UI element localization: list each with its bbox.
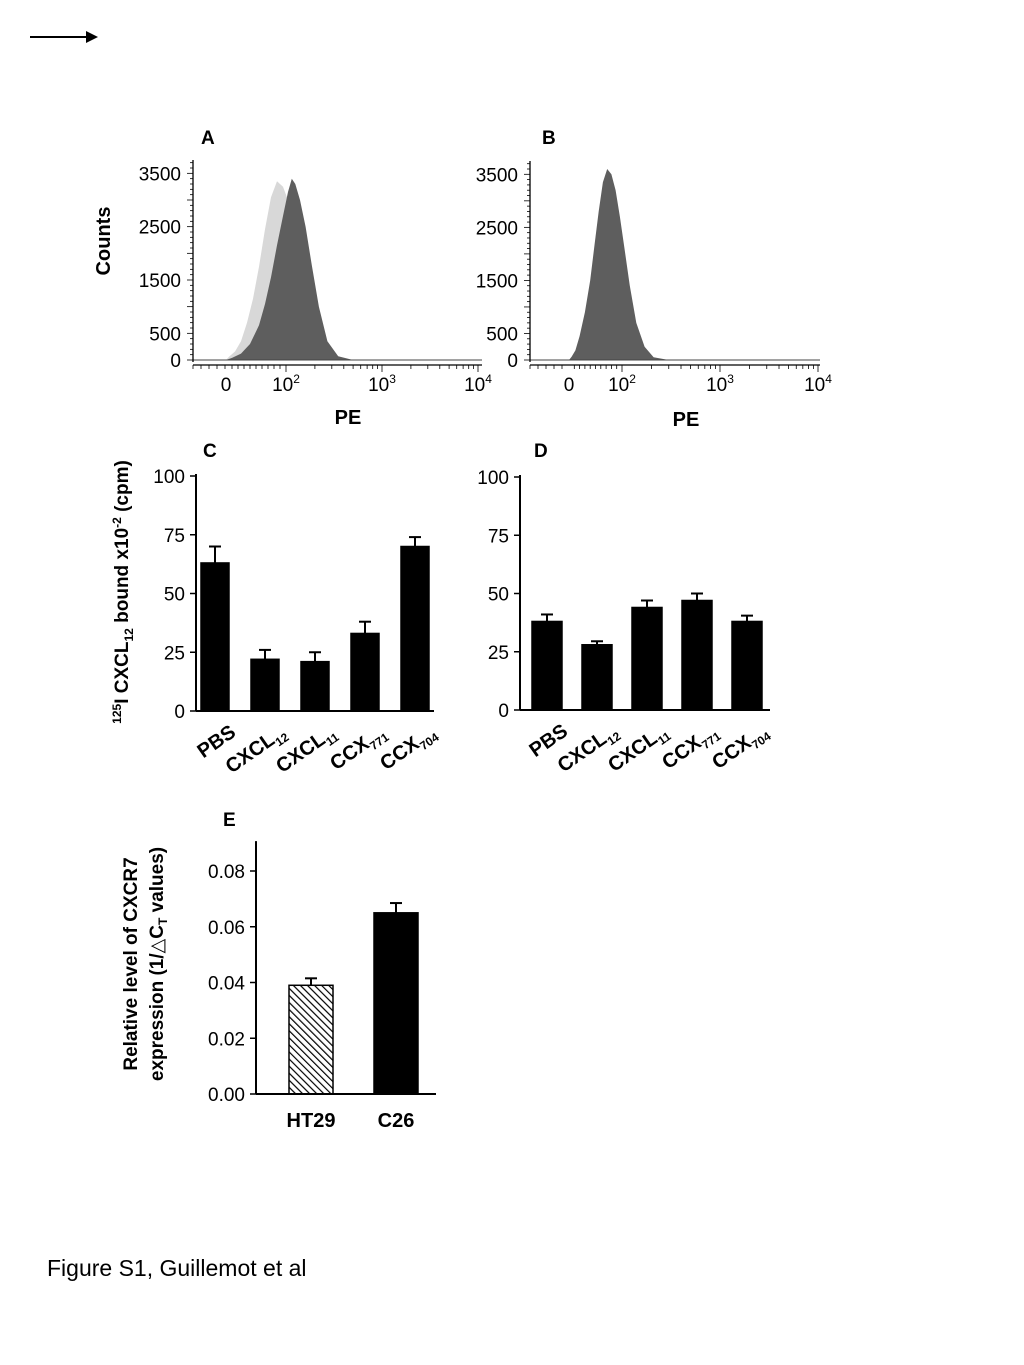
panelD-y-tick-label: 25 bbox=[488, 643, 509, 664]
panelC-category-label: CCX704 bbox=[376, 721, 442, 777]
panelD-bar bbox=[681, 599, 713, 711]
panelE-category-label: C26 bbox=[378, 1110, 415, 1132]
panelA-y-tick-label: 500 bbox=[149, 324, 181, 345]
panelE-y-tick-label: 0.06 bbox=[208, 918, 245, 939]
panel-a-histogram: A Counts PE 3500 2500 1500 500 0 0 102 103 104 bbox=[93, 128, 492, 429]
panelB-y-tick-label: 2500 bbox=[476, 218, 518, 239]
panelE-y-tick-label: 0.08 bbox=[208, 862, 245, 883]
panel-a-y-axis-label: Counts bbox=[93, 207, 115, 276]
panelC-y-tick-label: 0 bbox=[174, 702, 185, 723]
panelA-x-tick-label: 103 bbox=[368, 372, 396, 396]
panelD-y-tick-label: 0 bbox=[498, 701, 509, 722]
panel-e-bar-chart: E Relative level of CXCR7 expression (1/… bbox=[121, 810, 436, 1132]
panel-a-x-axis-label: PE bbox=[335, 407, 362, 429]
panelB-y-tick-label: 1500 bbox=[476, 271, 518, 292]
panel-a-letter: A bbox=[201, 128, 215, 149]
panelE-bar bbox=[288, 984, 334, 1095]
figure-caption: Figure S1, Guillemot et al bbox=[47, 1255, 307, 1281]
panelD-bar bbox=[631, 606, 663, 711]
panelE-bar bbox=[373, 912, 419, 1095]
panelA-series-1-area bbox=[226, 178, 354, 360]
panelC-y-tick-label: 25 bbox=[164, 643, 185, 664]
panelB-x-tick-label: 104 bbox=[804, 372, 832, 396]
panelC-bar bbox=[400, 545, 430, 712]
panelA-x-tick-label: 0 bbox=[221, 375, 232, 396]
panelD-y-tick-label: 75 bbox=[488, 526, 509, 547]
panelB-x-tick-label: 102 bbox=[608, 372, 636, 396]
panelD-bar bbox=[531, 620, 563, 711]
panel-c-letter: C bbox=[203, 441, 217, 462]
panelA-x-tick-label: 102 bbox=[272, 372, 300, 396]
panelA-x-tick-label: 104 bbox=[464, 372, 492, 396]
panelB-y-tick-label: 500 bbox=[486, 324, 518, 345]
panel-e-y-label-line1: Relative level of CXCR7 bbox=[121, 857, 142, 1070]
panelC-bar bbox=[250, 658, 280, 712]
panelC-bar bbox=[350, 632, 380, 712]
panelC-category-label: CCX771 bbox=[326, 721, 392, 777]
panelC-y-tick-label: 50 bbox=[164, 585, 185, 606]
panelB-series-0-area bbox=[569, 169, 669, 360]
panelE-y-tick-label: 0.04 bbox=[208, 974, 245, 995]
panelD-category-label: CCX771 bbox=[658, 720, 724, 776]
panel-e-y-axis-label: Relative level of CXCR7 expression (1/△C… bbox=[121, 847, 170, 1081]
panelC-y-tick-label: 100 bbox=[153, 467, 185, 488]
panel-b-letter: B bbox=[542, 128, 556, 149]
panelB-x-tick-label: 0 bbox=[564, 375, 575, 396]
panelD-y-tick-label: 100 bbox=[477, 468, 509, 489]
panelD-bar bbox=[731, 620, 763, 711]
panelE-y-tick-label: 0.00 bbox=[208, 1085, 245, 1106]
panelC-bar bbox=[200, 562, 230, 712]
panel-e-letter: E bbox=[223, 810, 236, 831]
panelA-y-tick-label: 1500 bbox=[139, 271, 181, 292]
panel-c-bar-chart: C 125I CXCL12 bound x10-2 (cpm) 100 75 50 2… bbox=[110, 441, 442, 778]
panelA-y-tick-label: 2500 bbox=[139, 218, 181, 239]
panelE-y-tick-label: 0.02 bbox=[208, 1029, 245, 1050]
panel-e-y-label-line2: expression (1/△CT values) bbox=[146, 847, 170, 1081]
arrow-icon bbox=[30, 31, 98, 43]
panelA-y-tick-label: 0 bbox=[170, 351, 181, 372]
panelD-bar bbox=[581, 644, 613, 711]
panelB-y-tick-label: 3500 bbox=[476, 165, 518, 186]
panelD-category-label: CCX704 bbox=[708, 720, 774, 776]
panelE-category-label: HT29 bbox=[287, 1110, 336, 1132]
panelC-y-tick-label: 75 bbox=[164, 526, 185, 547]
panelB-y-tick-label: 0 bbox=[507, 351, 518, 372]
panelD-y-tick-label: 50 bbox=[488, 585, 509, 606]
svg-text:125I CXCL12 bound x10-2 (cpm): 125I CXCL12 bound x10-2 (cpm) bbox=[110, 460, 136, 724]
panelA-y-tick-label: 3500 bbox=[139, 164, 181, 185]
panelC-bar bbox=[300, 660, 330, 712]
panel-b-x-axis-label: PE bbox=[673, 409, 700, 431]
panel-c-y-axis-label: 125I CXCL12 bound x10-2 (cpm) bbox=[110, 460, 136, 724]
panel-b-histogram: B PE 3500 2500 1500 500 0 0 102 103 104 bbox=[476, 128, 833, 431]
panelB-x-tick-label: 103 bbox=[706, 372, 734, 396]
panel-d-letter: D bbox=[534, 441, 548, 462]
